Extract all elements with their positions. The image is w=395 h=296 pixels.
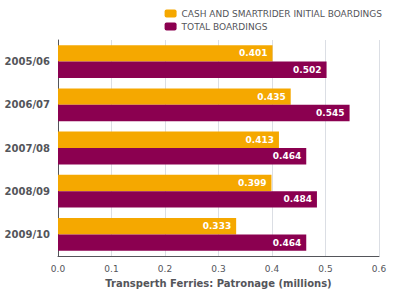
svg-text:0.2: 0.2 xyxy=(158,264,172,274)
svg-text:0.464: 0.464 xyxy=(273,151,301,161)
svg-text:2006/07: 2006/07 xyxy=(5,99,50,110)
svg-text:0.1: 0.1 xyxy=(104,264,118,274)
svg-text:0.435: 0.435 xyxy=(257,92,285,102)
svg-text:0.0: 0.0 xyxy=(51,264,66,274)
svg-text:0.464: 0.464 xyxy=(273,238,301,248)
svg-text:CASH AND SMARTRIDER INITIAL BO: CASH AND SMARTRIDER INITIAL BOARDINGS xyxy=(182,9,383,19)
svg-text:2007/08: 2007/08 xyxy=(5,143,50,154)
svg-text:0.413: 0.413 xyxy=(245,135,273,145)
svg-text:0.333: 0.333 xyxy=(203,221,231,231)
svg-text:0.4: 0.4 xyxy=(265,264,280,274)
svg-text:2005/06: 2005/06 xyxy=(5,56,50,67)
svg-text:0.545: 0.545 xyxy=(316,108,344,118)
svg-text:0.502: 0.502 xyxy=(293,65,321,75)
svg-text:0.399: 0.399 xyxy=(238,178,266,188)
svg-text:0.6: 0.6 xyxy=(372,264,387,274)
svg-text:2009/10: 2009/10 xyxy=(5,229,50,240)
svg-text:TOTAL BOARDINGS: TOTAL BOARDINGS xyxy=(181,22,268,32)
svg-text:2008/09: 2008/09 xyxy=(5,186,50,197)
svg-text:Transperth Ferries: Patronage: Transperth Ferries: Patronage (millions) xyxy=(105,278,331,289)
svg-text:0.401: 0.401 xyxy=(239,48,267,58)
svg-text:0.5: 0.5 xyxy=(318,264,332,274)
svg-text:0.3: 0.3 xyxy=(211,264,225,274)
svg-text:0.484: 0.484 xyxy=(283,194,311,204)
